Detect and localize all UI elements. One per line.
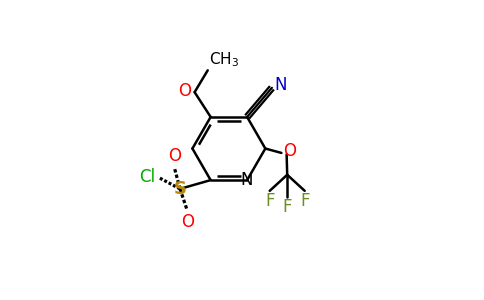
Text: S: S — [174, 180, 186, 198]
Text: F: F — [300, 192, 309, 210]
Text: O: O — [178, 82, 191, 100]
Text: O: O — [167, 147, 181, 165]
Text: Cl: Cl — [139, 168, 155, 186]
Text: F: F — [265, 192, 274, 210]
Text: O: O — [283, 142, 296, 160]
Text: N: N — [275, 76, 287, 94]
Text: F: F — [283, 198, 292, 216]
Text: N: N — [241, 171, 253, 189]
Text: O: O — [181, 213, 194, 231]
Text: CH$_3$: CH$_3$ — [209, 50, 239, 69]
